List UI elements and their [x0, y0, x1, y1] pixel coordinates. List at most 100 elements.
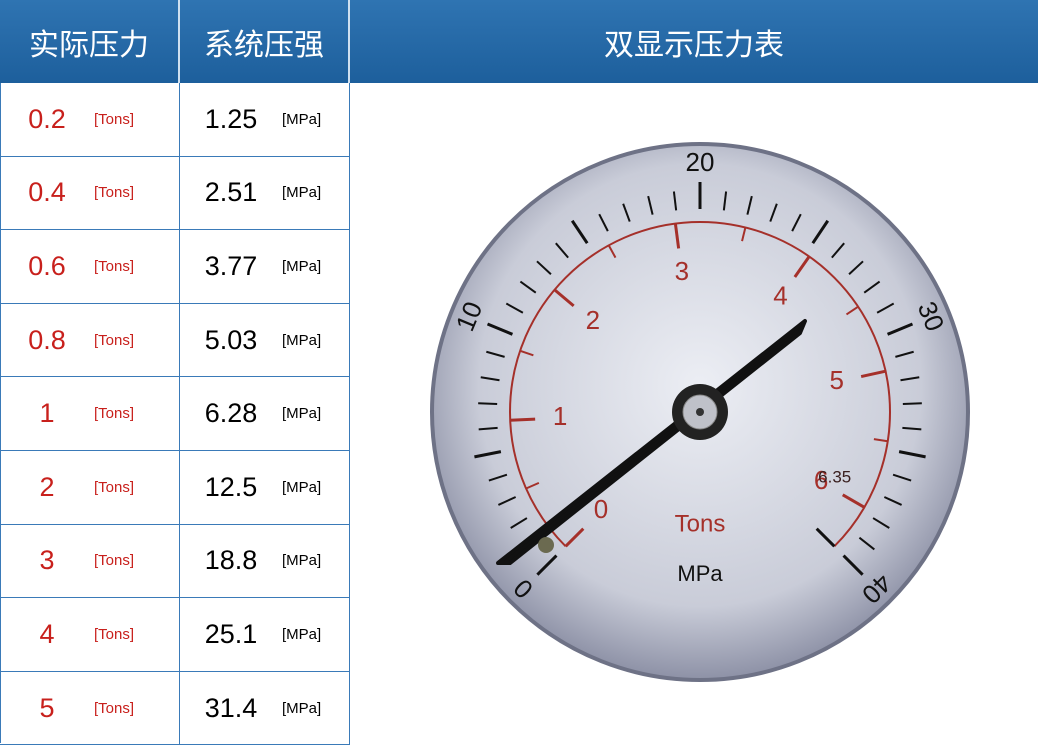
mpa-cell: 5.03 [MPa]	[180, 303, 350, 378]
header-cell: 实际压力	[0, 0, 180, 83]
outer-tick	[863, 280, 881, 294]
inner-tick	[673, 223, 681, 249]
outer-tick	[831, 242, 845, 259]
mpa-value: 2.51	[204, 177, 258, 208]
outer-tick	[486, 350, 505, 358]
outer-tick	[876, 302, 895, 314]
outer-tick	[746, 195, 753, 215]
outer-tick	[886, 322, 914, 336]
inner-tick	[815, 527, 836, 548]
outer-tick	[536, 260, 552, 275]
mpa-cell: 25.1 [MPa]	[180, 598, 350, 672]
outer-tick	[622, 203, 631, 222]
inner-label: 6	[814, 465, 828, 495]
outer-tick	[769, 203, 778, 222]
mpa-unit: [MPa]	[282, 478, 322, 496]
outer-tick	[791, 213, 802, 232]
mpa-cell: 6.28 [MPa]	[180, 377, 350, 451]
mpa-unit: [MPa]	[282, 110, 322, 128]
tons-cell: 0.4 [Tons]	[0, 156, 180, 231]
table-border	[0, 83, 1, 743]
tons-value: 3	[39, 545, 55, 576]
inner-tick	[564, 527, 585, 548]
tons-unit: [Tons]	[94, 478, 135, 496]
outer-tick	[647, 195, 654, 215]
header-cell: 双显示压力表	[350, 0, 1038, 83]
outer-tick	[892, 473, 912, 482]
mpa-cell: 3.77 [MPa]	[180, 230, 350, 304]
mpa-unit: [MPa]	[282, 257, 322, 275]
inner-tick	[860, 369, 886, 379]
inner-label: 5	[829, 365, 843, 395]
inner-tick	[793, 255, 811, 278]
gauge-rim	[430, 142, 970, 682]
outer-tick	[895, 350, 914, 358]
mpa-unit: [MPa]	[282, 625, 322, 643]
inner-label: 6.35	[818, 467, 851, 486]
unit-label: MPa	[677, 561, 723, 586]
tons-cell: 0.2 [Tons]	[0, 83, 180, 157]
outer-tick	[474, 450, 502, 459]
outer-tick	[842, 554, 864, 576]
tons-value: 0.4	[28, 177, 66, 208]
hub-pin	[696, 408, 704, 416]
tons-value: 1	[39, 398, 55, 429]
unit-label: Tons	[675, 510, 726, 537]
tons-unit: [Tons]	[94, 184, 135, 202]
tons-value: 0.2	[28, 103, 66, 134]
mpa-value: 1.25	[204, 103, 258, 134]
tons-cell: 2 [Tons]	[0, 451, 180, 525]
inner-label: 4	[773, 280, 787, 310]
outer-tick	[510, 517, 528, 529]
outer-tick	[570, 219, 589, 245]
mpa-cell: 1.25 [MPa]	[180, 83, 350, 157]
tons-cell: 5 [Tons]	[0, 671, 180, 745]
outer-tick	[497, 496, 517, 506]
tons-unit: [Tons]	[94, 257, 135, 275]
tons-value: 0.6	[28, 250, 66, 281]
mpa-unit: [MPa]	[282, 331, 322, 349]
inner-label: 1	[553, 401, 567, 431]
inner-tick	[519, 349, 534, 357]
mpa-unit: [MPa]	[282, 184, 322, 202]
tons-cell: 3 [Tons]	[0, 524, 180, 599]
inner-tick	[845, 305, 859, 316]
tons-unit: [Tons]	[94, 699, 135, 717]
outer-tick	[478, 402, 498, 406]
mpa-cell: 18.8 [MPa]	[180, 524, 350, 599]
mpa-unit: [MPa]	[282, 699, 322, 717]
mpa-value: 6.28	[204, 398, 258, 429]
inner-tick	[510, 417, 536, 422]
outer-tick	[902, 426, 922, 431]
outer-tick	[478, 426, 498, 431]
tons-unit: [Tons]	[94, 110, 135, 128]
inner-tick	[525, 481, 540, 490]
outer-tick	[598, 213, 609, 232]
outer-tick	[811, 219, 830, 245]
needle-tail	[538, 537, 554, 553]
inner-label: 0	[594, 494, 608, 524]
outer-tick	[505, 302, 524, 314]
outer-label: 20	[686, 147, 715, 177]
mpa-value: 3.77	[204, 250, 258, 281]
mpa-value: 12.5	[204, 471, 258, 502]
mpa-cell: 2.51 [MPa]	[180, 156, 350, 231]
outer-tick	[555, 242, 569, 259]
mpa-cell: 31.4 [MPa]	[180, 671, 350, 745]
inner-tick	[553, 288, 575, 308]
outer-tick	[898, 450, 926, 459]
mpa-cell: 12.5 [MPa]	[180, 451, 350, 525]
mpa-unit: [MPa]	[282, 552, 322, 570]
tons-unit: [Tons]	[94, 331, 135, 349]
mpa-value: 5.03	[204, 324, 258, 355]
outer-tick	[536, 554, 558, 576]
header-cell: 系统压强	[180, 0, 350, 83]
mpa-unit: [MPa]	[282, 405, 322, 423]
tons-cell: 0.6 [Tons]	[0, 230, 180, 304]
inner-label: 2	[586, 305, 600, 335]
outer-tick	[858, 536, 875, 551]
outer-tick	[848, 260, 864, 275]
mpa-value: 31.4	[204, 692, 258, 723]
